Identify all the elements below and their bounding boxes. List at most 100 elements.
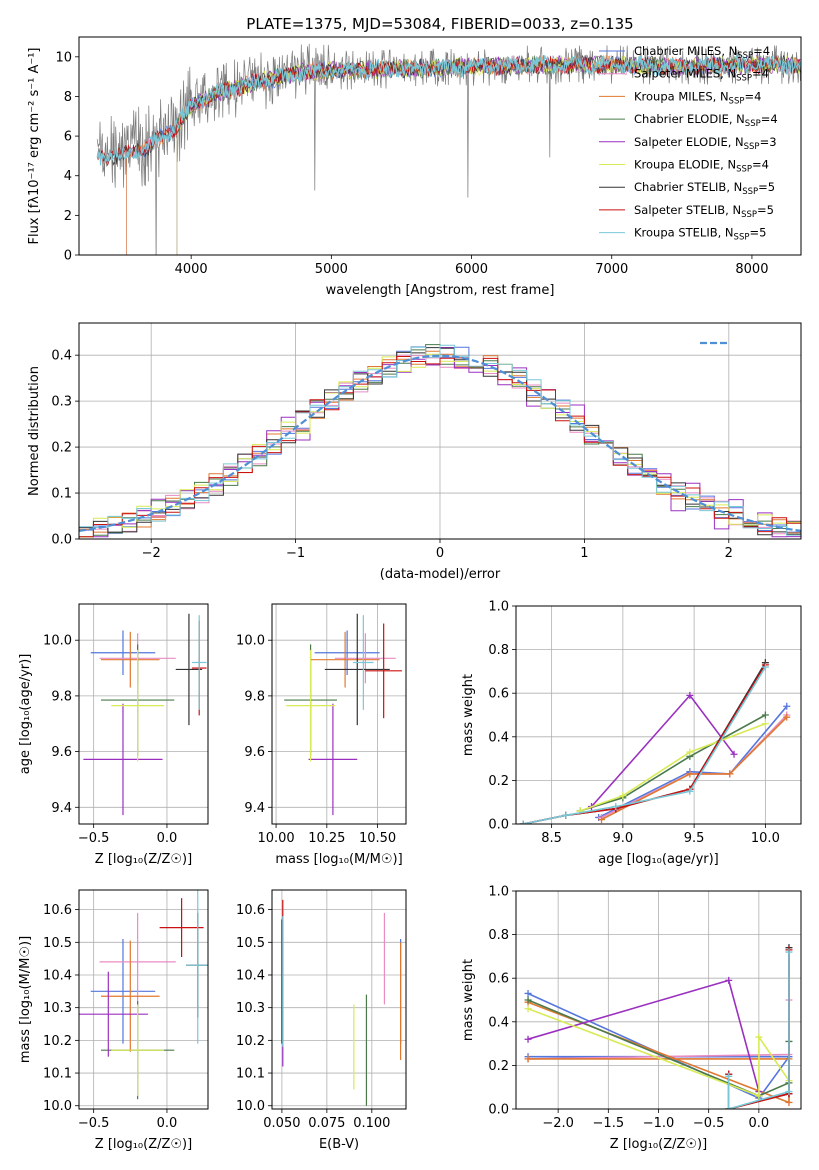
plot-area <box>83 613 207 816</box>
y-tick-label: 10.2 <box>236 1034 265 1049</box>
legend-entry: Salpeter MILES, NSSP=4 <box>634 67 769 84</box>
legend-subscript: SSP <box>742 187 758 197</box>
y-tick-label: 10 <box>55 50 72 65</box>
legend-suffix: =4 <box>744 89 761 103</box>
y-tick-label: 10.0 <box>236 1099 265 1114</box>
y-tick-label: 9.8 <box>51 689 72 704</box>
data-point-marker <box>686 691 694 699</box>
mass-weight-series-line <box>527 979 760 1092</box>
plot-area <box>281 899 402 1106</box>
plot-area <box>79 344 801 538</box>
x-tick-label: 1 <box>580 546 588 561</box>
mass-vs-metallicity-panel: −0.5 0.0 10.0 10.1 10.2 10.3 10.4 10.5 10.6 Z [lo… <box>18 889 209 1152</box>
x-tick-label: −1.5 <box>593 1116 625 1131</box>
x-tick-label: −2 <box>142 546 161 561</box>
y-axis-label: mass weight <box>461 674 476 756</box>
y-tick-label: 10.6 <box>236 903 265 918</box>
y-tick-label: 9.8 <box>244 689 265 704</box>
axes-frame <box>78 322 802 540</box>
mass-weight-series-line <box>727 952 790 1109</box>
legend-suffix: =4 <box>753 44 770 58</box>
y-tick-label: 10.5 <box>236 936 265 951</box>
y-tick-label: 10.3 <box>236 1001 265 1016</box>
x-tick-label: 2 <box>725 546 733 561</box>
legend-label: Salpeter STELIB, N <box>634 203 741 217</box>
y-tick-label: 10.3 <box>43 1001 72 1016</box>
mass-weight-vs-metallicity-panel: −2.0 −1.5 −1.0 −0.5 0.0 0.0 0.2 0.4 0.6 0.8 1.0 Z [… <box>461 885 802 1152</box>
model-spectrum-line <box>96 54 801 166</box>
data-point-marker <box>686 748 694 756</box>
legend-subscript: SSP <box>744 142 760 152</box>
data-point-marker <box>761 711 769 719</box>
y-tick-label: 10.1 <box>236 1067 265 1082</box>
mass-weight-vs-age-panel: 8.5 9.0 9.5 10.0 0.0 0.2 0.4 0.6 0.8 1.0 age [log₁… <box>461 600 802 867</box>
legend-label: Salpeter MILES, N <box>634 67 736 81</box>
y-tick-label: 0.0 <box>488 1103 509 1118</box>
x-axis-label: (data-model)/error <box>380 567 501 582</box>
y-axis-label: mass weight <box>461 959 476 1041</box>
legend-subscript: SSP <box>729 96 745 106</box>
data-point-marker <box>730 750 738 758</box>
y-tick-label: 6 <box>64 130 72 145</box>
legend-label: Chabrier ELODIE, N <box>634 112 745 126</box>
legend-subscript: SSP <box>745 119 761 129</box>
y-tick-label: 10.0 <box>236 634 265 649</box>
y-tick-label: 0.2 <box>488 1059 509 1074</box>
x-tick-label: 8.5 <box>541 831 562 846</box>
data-point-marker <box>686 787 694 795</box>
y-tick-label: 1.0 <box>488 600 509 615</box>
y-tick-label: 0.6 <box>488 972 509 987</box>
figure-title: PLATE=1375, MJD=53084, FIBERID=0033, z=0… <box>246 15 633 33</box>
data-point-marker <box>755 1092 763 1100</box>
y-tick-label: 8 <box>64 90 72 105</box>
data-point-marker <box>524 1005 532 1013</box>
legend-entry: Chabrier ELODIE, NSSP=4 <box>634 112 778 129</box>
axes-frame <box>515 605 802 825</box>
y-tick-label: 0.4 <box>488 1015 509 1030</box>
data-point-marker <box>785 1088 793 1096</box>
y-tick-label: 0.2 <box>51 441 72 456</box>
x-tick-label: 0.0 <box>749 1116 770 1131</box>
y-tick-label: 10.0 <box>43 1099 72 1114</box>
data-point-marker <box>761 663 769 671</box>
spectrum-panel: 4000 5000 6000 7000 8000 0 2 4 6 8 10 wavelength [A… <box>27 36 802 298</box>
legend-subscript: SSP <box>736 165 752 175</box>
x-tick-label: 9.5 <box>684 831 705 846</box>
y-tick-label: 0.4 <box>488 730 509 745</box>
data-point-marker <box>686 770 694 778</box>
legend-subscript: SSP <box>741 210 757 220</box>
y-tick-label: 10.0 <box>43 634 72 649</box>
x-tick-label: 9.0 <box>613 831 634 846</box>
legend-suffix: =4 <box>752 158 769 172</box>
y-tick-label: 0 <box>64 249 72 264</box>
y-tick-label: 10.4 <box>236 968 265 983</box>
x-tick-label: 0.075 <box>308 1116 345 1131</box>
mass-weight-series-line <box>522 662 767 824</box>
x-tick-label: 4000 <box>175 262 208 277</box>
axes-frame <box>271 889 407 1110</box>
y-axis-label: age [log₁₀(age/yr)] <box>18 654 33 775</box>
legend-subscript: SSP <box>734 233 750 243</box>
legend-entry: Kroupa STELIB, NSSP=5 <box>634 226 766 243</box>
y-tick-label: 2 <box>64 209 72 224</box>
x-axis-label: age [log₁₀(age/yr)] <box>598 852 719 867</box>
mass-weight-series-line <box>527 1007 790 1098</box>
y-tick-label: 0.3 <box>51 395 72 410</box>
y-tick-label: 9.4 <box>51 801 72 816</box>
plot-area <box>79 890 208 1100</box>
legend-suffix: =5 <box>749 226 766 240</box>
age-vs-metallicity-panel: −0.5 0.0 9.4 9.6 9.8 10.0 Z [log₁₀(Z/Z☉)] age [… <box>18 603 209 867</box>
y-tick-label: 0.4 <box>51 349 72 364</box>
legend-suffix: =3 <box>760 135 777 149</box>
x-tick-label: 7000 <box>595 262 628 277</box>
x-tick-label: 0.100 <box>353 1116 390 1131</box>
y-axis-label: Normed distribution <box>27 366 42 496</box>
data-point-marker <box>524 1055 532 1063</box>
x-tick-label: 8000 <box>735 262 768 277</box>
x-tick-label: 0.0 <box>157 1116 178 1131</box>
x-tick-label: 10.25 <box>308 831 345 846</box>
legend-suffix: =5 <box>758 180 775 194</box>
mass-weight-series-line <box>598 705 788 819</box>
data-point-marker <box>725 1105 733 1109</box>
y-tick-label: 0.2 <box>488 774 509 789</box>
